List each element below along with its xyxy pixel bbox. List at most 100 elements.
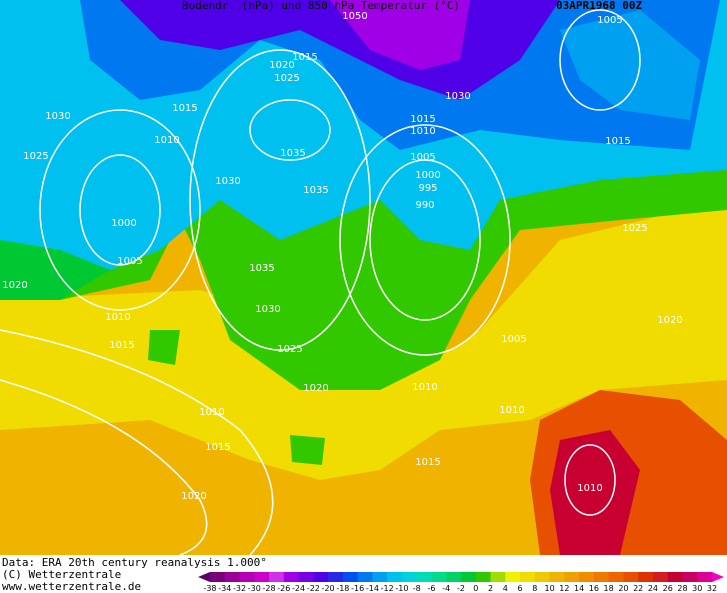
colorbar-label: -14 [366, 584, 379, 593]
source: Data: ERA 20th century reanalysis 1.000° [2, 556, 267, 569]
colorbar-label: -4 [442, 584, 450, 593]
isobar-label: 1035 [280, 148, 305, 159]
field [0, 0, 727, 555]
isobar-label: 1015 [410, 114, 435, 125]
colorbar-label: -6 [427, 584, 435, 593]
colorbar-label: 16 [589, 584, 599, 593]
isobar-label: 1025 [274, 73, 299, 84]
colorbar-label: -24 [292, 584, 305, 593]
swatch [446, 572, 462, 582]
isobar-label: 1015 [415, 457, 440, 468]
colorbar-label: 6 [518, 584, 523, 593]
colorbar-label: -30 [248, 584, 261, 593]
colorbar: -38 -34 -32 -30 -28 -26 -24 -22 -20 -18 -16 -14 -12-… [198, 572, 724, 593]
colorbar-label: -28 [263, 584, 276, 593]
swatch [564, 572, 580, 582]
colorbar-label: -12 [381, 584, 394, 593]
isobar-label: 1030 [45, 111, 70, 122]
colorbar-label: 10 [544, 584, 554, 593]
colorbar-label: 22 [633, 584, 643, 593]
swatch [623, 572, 639, 582]
colorbar-label: 24 [648, 584, 658, 593]
swatch [342, 572, 359, 582]
swatch [638, 572, 654, 582]
isobar-label: 990 [415, 200, 434, 211]
isobar-label: 1025 [277, 344, 302, 355]
colorbar-label: -10 [395, 584, 408, 593]
colorbar-label: 12 [559, 584, 569, 593]
swatch [198, 572, 210, 582]
swatch [387, 572, 403, 582]
swatch [283, 572, 300, 582]
swatch [712, 572, 724, 582]
colorbar-label: -2 [457, 584, 465, 593]
isobar-label: 1015 [605, 136, 630, 147]
swatch [461, 572, 477, 582]
swatch [431, 572, 447, 582]
swatch [254, 572, 270, 582]
swatch [475, 572, 492, 582]
isobar-label: 1010 [105, 312, 130, 323]
isobar-label: 1010 [410, 126, 435, 137]
swatch [682, 572, 698, 582]
swatch [313, 572, 329, 582]
swatch [401, 572, 418, 582]
swatch [357, 572, 373, 582]
swatch [210, 572, 226, 582]
isobar-label: 1015 [109, 340, 134, 351]
swatch [697, 572, 713, 582]
colorbar-label: -34 [218, 584, 231, 593]
colorbar-label: 18 [604, 584, 614, 593]
copyright: (C) Wetterzentrale [2, 568, 121, 581]
isobar-label: 1025 [23, 151, 48, 162]
isobar-label: 1050 [342, 11, 367, 22]
date: 03APR1968 00Z [556, 0, 642, 12]
swatch [224, 572, 241, 582]
colorbar-label: -22 [307, 584, 320, 593]
colorbar-label: -8 [413, 584, 421, 593]
swatch [667, 572, 683, 582]
swatch [608, 572, 624, 582]
isobar-label: 1015 [172, 103, 197, 114]
colorbar-label: -26 [277, 584, 290, 593]
isobar-label: 1020 [269, 60, 294, 71]
swatch [239, 572, 255, 582]
swatch [593, 572, 610, 582]
colorbar-label: 8 [532, 584, 537, 593]
colorbar-label: 30 [692, 584, 702, 593]
isobar-label: 1020 [2, 280, 27, 291]
colorbar-label: -18 [336, 584, 349, 593]
isobar-label: 1020 [303, 383, 328, 394]
swatch [520, 572, 536, 582]
isobar-label: 1020 [657, 315, 682, 326]
isobar-label: 1010 [412, 382, 437, 393]
isobar-label: 1010 [199, 407, 224, 418]
isobar-label: 1015 [292, 52, 317, 63]
colorbar-label: 0 [473, 584, 478, 593]
isobar-label: 1010 [154, 135, 179, 146]
colorbar-label: -16 [351, 584, 364, 593]
swatch [298, 572, 314, 582]
colorbar-label: -38 [203, 584, 216, 593]
swatch [652, 572, 669, 582]
colorbar-label: 20 [618, 584, 628, 593]
swatch [505, 572, 521, 582]
colorbar-label: 28 [677, 584, 687, 593]
isobar-label: 1005 [117, 256, 142, 267]
isobar-label: 1000 [111, 218, 136, 229]
isobar-label: 1015 [205, 442, 230, 453]
isobar-label: 1020 [181, 491, 206, 502]
isobar-label: 1000 [415, 170, 440, 181]
colorbar-label: -20 [322, 584, 335, 593]
colorbar-label: -32 [233, 584, 246, 593]
title: Bodendr. (hPa) und 850 hPa Temperatur (°… [182, 0, 460, 12]
swatch [416, 572, 432, 582]
isobar-label: 1025 [622, 223, 647, 234]
isobar-label: 1030 [215, 176, 240, 187]
isobar-label: 1035 [303, 185, 328, 196]
isobar-label: 995 [418, 183, 437, 194]
swatch [269, 572, 285, 582]
isobar-label: 1005 [597, 15, 622, 26]
colorbar-label: 32 [707, 584, 717, 593]
